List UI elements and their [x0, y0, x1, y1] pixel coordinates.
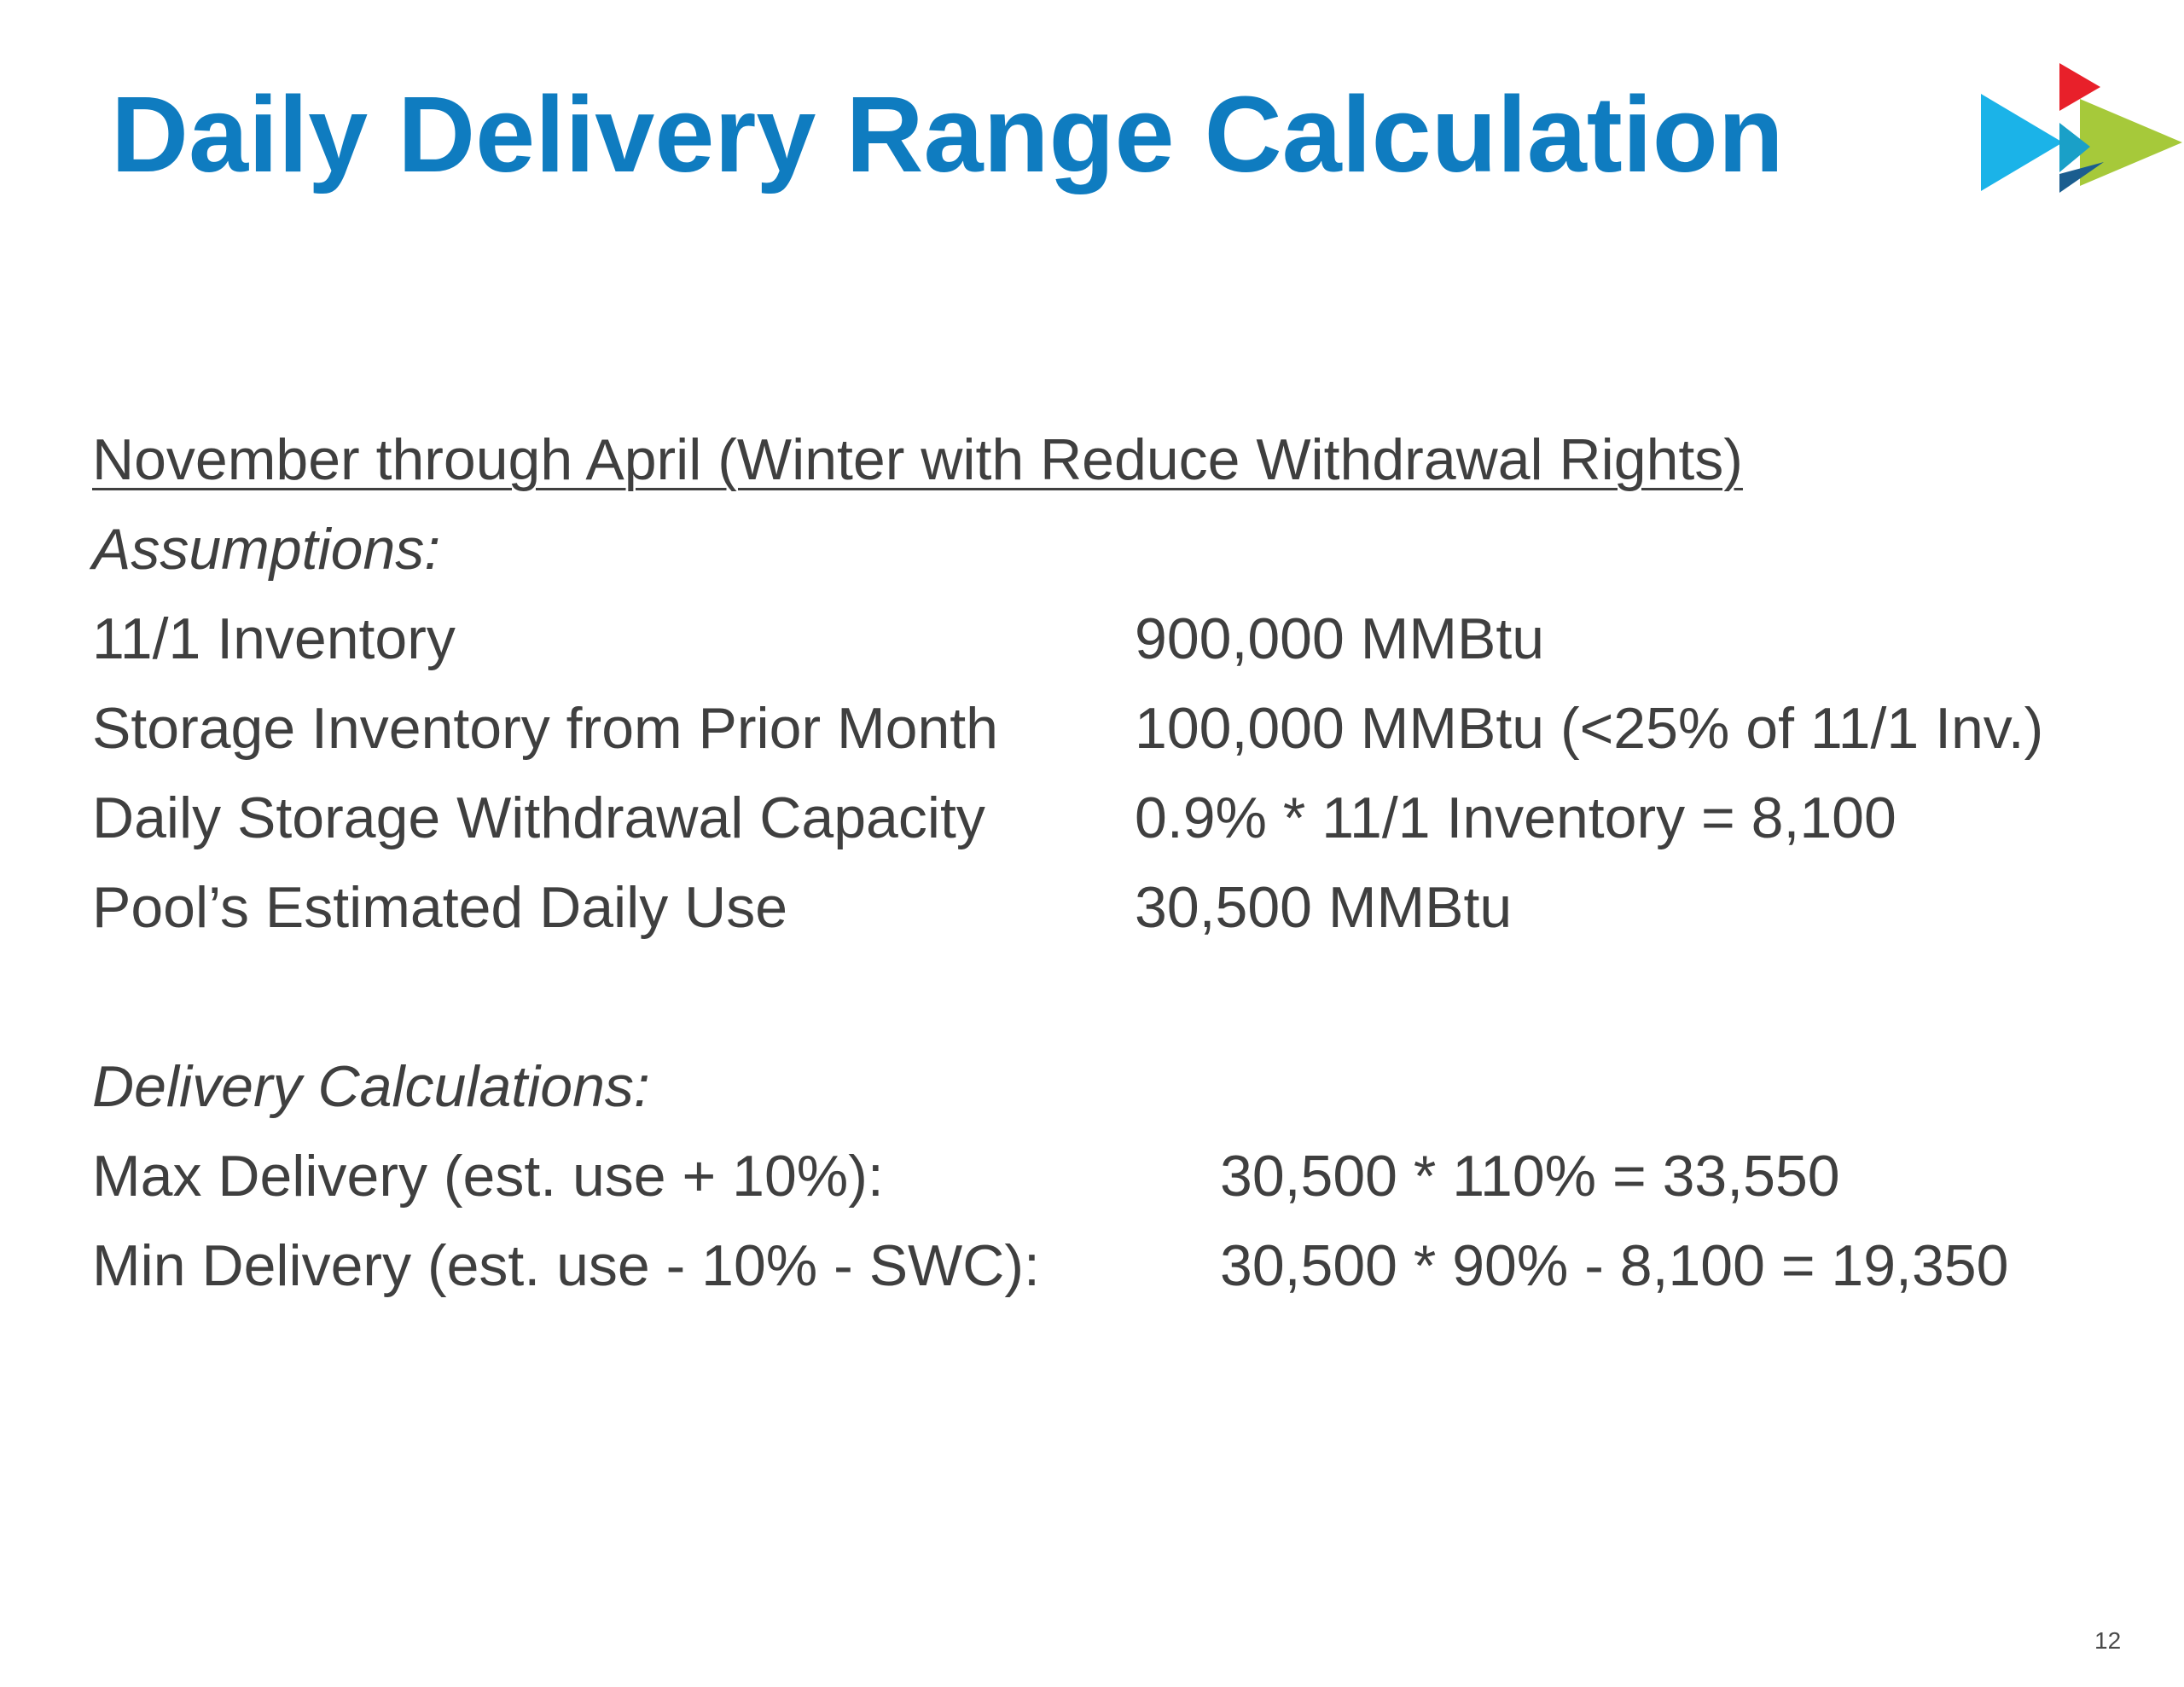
- page-number: 12: [2094, 1627, 2122, 1654]
- assumption-label: Pool’s Estimated Daily Use: [92, 875, 788, 940]
- delivery-value: 30,500 * 110% = 33,550: [1220, 1144, 1840, 1209]
- page-title: Daily Delivery Range Calculation: [111, 74, 1784, 194]
- assumption-label: Storage Inventory from Prior Month: [92, 696, 999, 761]
- delivery-label: Max Delivery (est. use + 10%):: [92, 1144, 884, 1209]
- delivery-heading: Delivery Calculations:: [92, 1054, 650, 1119]
- assumption-value: 30,500 MMBtu: [1135, 875, 1513, 940]
- assumption-label: 11/1 Inventory: [92, 606, 456, 671]
- section-heading: November through April (Winter with Redu…: [92, 427, 1743, 492]
- assumption-value: 900,000 MMBtu: [1135, 606, 1545, 671]
- assumptions-heading: Assumptions:: [92, 517, 441, 582]
- assumption-label: Daily Storage Withdrawal Capacity: [92, 786, 985, 850]
- assumption-value: 100,000 MMBtu (<25% of 11/1 Inv.): [1135, 696, 2044, 761]
- assumption-value: 0.9% * 11/1 Inventory = 8,100: [1135, 786, 1896, 850]
- triangle-arrow-logo-icon: [1981, 63, 2182, 193]
- delivery-label: Min Delivery (est. use - 10% - SWC):: [92, 1233, 1040, 1298]
- delivery-value: 30,500 * 90% - 8,100 = 19,350: [1220, 1233, 2009, 1298]
